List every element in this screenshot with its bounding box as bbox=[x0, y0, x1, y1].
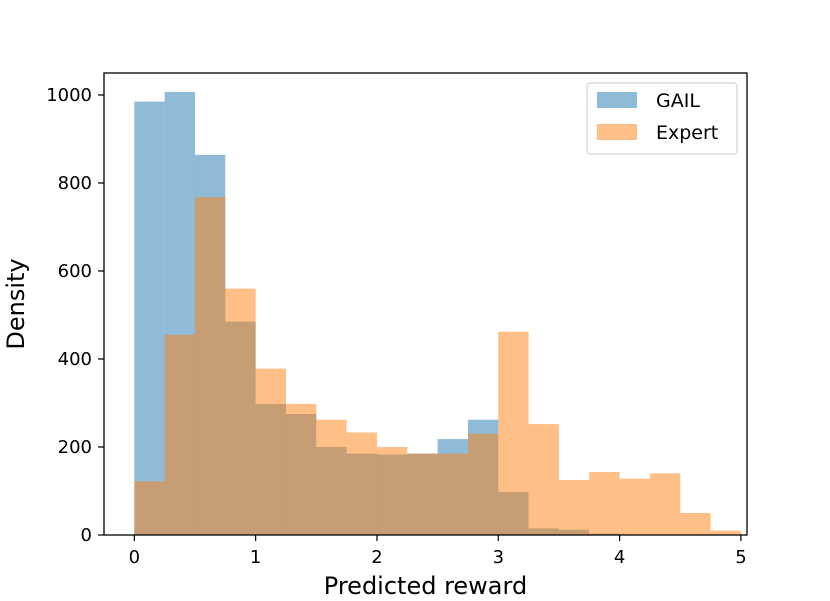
bar-expert-5 bbox=[285, 403, 317, 535]
y-tick-label-800: 800 bbox=[58, 173, 92, 194]
bar-expert-6 bbox=[316, 419, 347, 535]
bar-expert-17 bbox=[649, 473, 681, 535]
bar-expert-13 bbox=[528, 424, 559, 535]
y-tick-label-400: 400 bbox=[58, 349, 92, 370]
y-tick-label-200: 200 bbox=[58, 437, 92, 458]
ticks-layer: 0 1 2 3 4 5 0 200 400 600 800 1000 bbox=[46, 85, 746, 568]
y-axis-title: Density bbox=[2, 258, 30, 349]
y-tick-label-1000: 1000 bbox=[46, 85, 92, 106]
bar-expert-11 bbox=[467, 433, 499, 535]
legend-label-expert: Expert bbox=[656, 122, 718, 144]
bar-expert-19 bbox=[710, 530, 741, 535]
x-axis-title: Predicted reward bbox=[324, 572, 527, 600]
legend-swatch-expert bbox=[597, 124, 637, 140]
bar-expert-15 bbox=[589, 472, 620, 535]
bar-expert-10 bbox=[437, 453, 468, 535]
x-tick-label-2: 2 bbox=[371, 547, 382, 568]
x-tick-label-0: 0 bbox=[129, 547, 140, 568]
y-tick-label-0: 0 bbox=[81, 525, 92, 546]
bar-expert-0 bbox=[134, 481, 165, 535]
bar-expert-12 bbox=[498, 331, 529, 535]
legend: GAIL Expert bbox=[586, 82, 738, 155]
bars-layer bbox=[134, 91, 741, 536]
bar-expert-7 bbox=[346, 432, 377, 535]
y-tick-label-600: 600 bbox=[58, 261, 92, 282]
bar-expert-16 bbox=[619, 478, 650, 535]
x-tick-label-5: 5 bbox=[735, 547, 746, 568]
x-tick-label-4: 4 bbox=[614, 547, 625, 568]
legend-label-gail: GAIL bbox=[656, 90, 700, 112]
x-tick-label-3: 3 bbox=[493, 547, 504, 568]
plot-frame bbox=[103, 72, 748, 536]
bar-expert-9 bbox=[407, 453, 438, 535]
bar-expert-2 bbox=[194, 197, 226, 535]
bar-expert-8 bbox=[376, 447, 408, 535]
bar-expert-14 bbox=[558, 480, 590, 535]
bar-gail-0 bbox=[134, 101, 165, 535]
x-tick-label-1: 1 bbox=[250, 547, 261, 568]
bar-expert-18 bbox=[680, 513, 711, 535]
legend-swatch-gail bbox=[597, 92, 637, 108]
bar-expert-4 bbox=[255, 368, 286, 535]
bar-expert-1 bbox=[164, 334, 195, 535]
bar-expert-3 bbox=[225, 288, 256, 535]
